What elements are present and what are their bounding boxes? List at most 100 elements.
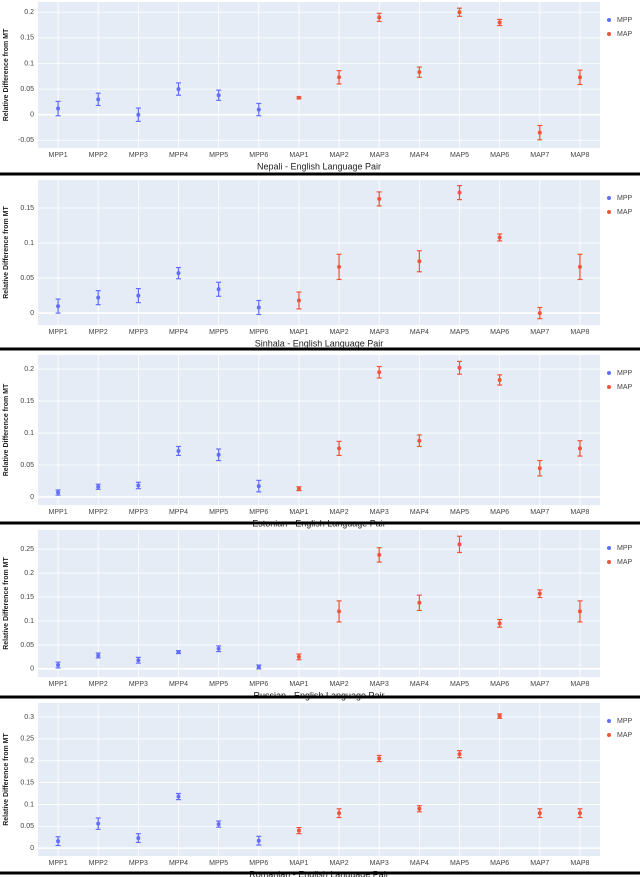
point — [256, 838, 261, 843]
point — [216, 646, 221, 651]
x-tick-label: MAP6 — [490, 860, 509, 867]
point — [136, 293, 141, 298]
x-tick-label: MAP4 — [410, 860, 429, 867]
legend-marker — [607, 546, 611, 550]
x-tick-label: MPP6 — [249, 509, 268, 516]
x-tick-label: MAP3 — [370, 509, 389, 516]
x-tick-label: MAP1 — [289, 860, 308, 867]
x-tick-label: MAP1 — [289, 329, 308, 336]
x-tick-label: MPP3 — [129, 860, 148, 867]
x-tick-label: MPP4 — [169, 681, 188, 688]
x-tick-label: MAP7 — [530, 860, 549, 867]
x-tick-label: MPP4 — [169, 860, 188, 867]
x-tick-label: MPP5 — [209, 152, 228, 159]
x-axis-label: Nepali - English Language Pair — [257, 161, 381, 171]
y-tick-label: 0.05 — [20, 86, 34, 93]
x-tick-label: MPP2 — [89, 681, 108, 688]
x-tick-label: MPP3 — [129, 681, 148, 688]
plot-area — [38, 530, 600, 677]
x-tick-label: MPP3 — [129, 509, 148, 516]
y-tick-label: 0.1 — [24, 240, 34, 247]
point — [577, 609, 582, 614]
x-tick-label: MAP6 — [490, 329, 509, 336]
x-tick-label: MAP5 — [450, 509, 469, 516]
x-tick-label: MAP2 — [330, 329, 349, 336]
y-tick-label: 0.2 — [24, 570, 34, 577]
y-tick-label: 0.2 — [24, 366, 34, 373]
x-tick-label: MAP7 — [530, 509, 549, 516]
point — [417, 600, 422, 605]
point — [56, 839, 61, 844]
point — [96, 484, 101, 489]
point — [537, 466, 542, 471]
y-tick-label: 0.25 — [20, 736, 34, 743]
point — [96, 653, 101, 658]
x-tick-label: MAP3 — [370, 681, 389, 688]
y-tick-label: 0.1 — [24, 60, 34, 67]
x-tick-label: MAP4 — [410, 329, 429, 336]
legend-marker — [607, 210, 611, 214]
plot-area — [38, 2, 600, 148]
plot-area — [38, 703, 600, 856]
point — [537, 591, 542, 596]
x-tick-label: MPP5 — [209, 860, 228, 867]
point — [256, 305, 261, 310]
y-tick-label: 0.1 — [24, 801, 34, 808]
y-tick-label: 0 — [30, 494, 34, 501]
point — [296, 486, 301, 491]
x-tick-label: MPP1 — [49, 860, 68, 867]
point — [457, 542, 462, 547]
legend-label: MAP — [617, 31, 633, 38]
y-axis-label: Relative Difference from MT — [3, 556, 10, 649]
point — [537, 811, 542, 816]
y-axis-label: Relative Difference from MT — [3, 383, 10, 476]
y-tick-label: 0.05 — [20, 462, 34, 469]
y-tick-label: 0.1 — [24, 430, 34, 437]
point — [176, 650, 181, 655]
legend-label: MAP — [617, 384, 633, 391]
x-tick-label: MAP6 — [490, 152, 509, 159]
point — [497, 621, 502, 626]
point — [216, 822, 221, 827]
point — [377, 370, 382, 375]
x-axis-label: Sinhala - English Language Pair — [255, 338, 384, 348]
y-tick-label: 0.15 — [20, 398, 34, 405]
point — [497, 714, 502, 719]
x-tick-label: MPP2 — [89, 509, 108, 516]
x-tick-label: MPP1 — [49, 152, 68, 159]
point — [497, 377, 502, 382]
point — [537, 130, 542, 135]
x-tick-label: MPP1 — [49, 329, 68, 336]
separator — [0, 172, 640, 176]
x-tick-label: MPP2 — [89, 152, 108, 159]
legend-marker — [607, 196, 611, 200]
point — [497, 235, 502, 240]
x-tick-label: MAP1 — [289, 681, 308, 688]
point — [176, 448, 181, 453]
point — [56, 490, 61, 495]
point — [296, 828, 301, 833]
y-tick-label: 0.1 — [24, 618, 34, 625]
point — [577, 811, 582, 816]
legend-marker — [607, 371, 611, 375]
legend-label: MAP — [617, 732, 633, 739]
x-tick-label: MAP7 — [530, 681, 549, 688]
point — [337, 264, 342, 269]
x-tick-label: MPP6 — [249, 152, 268, 159]
separator — [0, 695, 640, 699]
legend-marker — [607, 385, 611, 389]
y-tick-label: 0.05 — [20, 642, 34, 649]
point — [417, 438, 422, 443]
y-tick-label: 0.15 — [20, 205, 34, 212]
point — [497, 20, 502, 25]
y-tick-label: 0.05 — [20, 275, 34, 282]
x-tick-label: MAP3 — [370, 329, 389, 336]
x-tick-label: MPP6 — [249, 329, 268, 336]
x-tick-label: MPP5 — [209, 681, 228, 688]
y-tick-label: 0.2 — [24, 9, 34, 16]
legend-label: MPP — [617, 718, 633, 725]
y-tick-label: 0.25 — [20, 546, 34, 553]
point — [457, 752, 462, 757]
x-tick-label: MAP6 — [490, 681, 509, 688]
x-tick-label: MPP3 — [129, 152, 148, 159]
